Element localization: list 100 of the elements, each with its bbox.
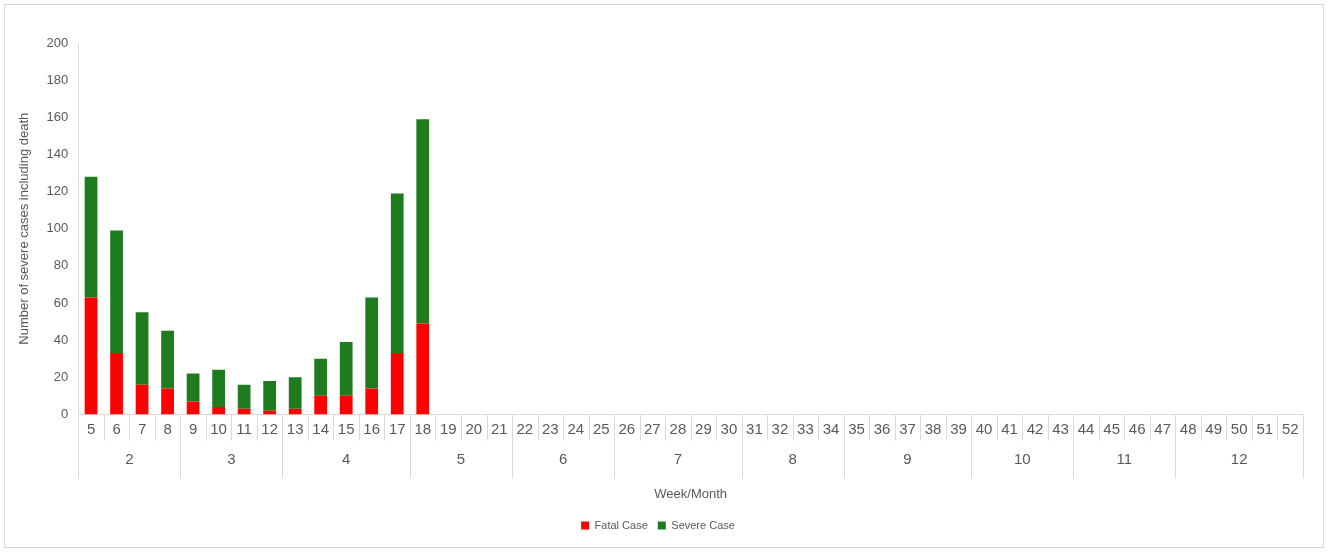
x-tick-label: 11 <box>236 419 252 437</box>
bar <box>288 377 302 409</box>
text: 4 <box>342 449 351 467</box>
x-tick-label: 31 <box>746 419 763 437</box>
bar <box>135 384 149 415</box>
y-tick-label: 160 <box>46 108 69 124</box>
x-tick-label: 39 <box>950 419 967 437</box>
y-tick-label: 140 <box>46 146 69 161</box>
bar <box>339 395 353 415</box>
x-tick-label: 20 <box>465 419 483 437</box>
x-tick-label: 26 <box>618 419 636 437</box>
bar <box>186 401 200 415</box>
text: 11 <box>1116 449 1133 467</box>
x-tick-label: 38 <box>924 419 942 437</box>
text: 10 <box>1013 449 1031 467</box>
x-tick-label: 19 <box>439 419 457 437</box>
x-tick-label: 6 <box>112 419 121 437</box>
x-tick-label: 14 <box>312 419 330 437</box>
x-tick-label: 52 <box>1281 419 1299 437</box>
bar <box>263 380 277 411</box>
x-tick-label: 36 <box>873 419 891 437</box>
bar <box>314 395 328 415</box>
y-axis-title: Number of severe cases including death <box>16 112 32 345</box>
y-tick-label: 20 <box>53 368 69 384</box>
bar <box>161 388 174 415</box>
x-tick-label: 46 <box>1128 419 1146 437</box>
bar <box>110 230 123 354</box>
x-tick-label: 43 <box>1052 419 1069 437</box>
x-tick-label: 10 <box>210 419 227 437</box>
x-tick-label: 35 <box>848 419 865 437</box>
bar <box>416 119 430 324</box>
bar <box>212 369 225 407</box>
x-tick-label: 29 <box>695 419 712 437</box>
x-tick-label: 9 <box>188 419 198 437</box>
bar <box>365 297 379 389</box>
bar <box>288 408 302 415</box>
x-tick-label: 12 <box>261 419 278 437</box>
y-tick-label: 200 <box>46 34 69 50</box>
x-tick-label: 45 <box>1103 419 1120 437</box>
x-tick-label: 51 <box>1256 419 1274 437</box>
x-tick-label: 24 <box>567 419 585 437</box>
x-tick-label: 25 <box>593 419 610 437</box>
legend-label: Severe Case <box>671 518 735 531</box>
y-tick-label: 180 <box>46 71 69 87</box>
x-tick-label: 18 <box>414 419 432 437</box>
x-tick-label: 44 <box>1077 419 1095 437</box>
x-tick-label: 8 <box>163 419 172 437</box>
x-tick-label: 37 <box>899 419 916 437</box>
x-tick-label: 28 <box>669 419 687 437</box>
x-tick-label: 27 <box>644 419 661 437</box>
y-tick-label: 40 <box>53 331 69 347</box>
y-tick-label: 0 <box>61 405 69 421</box>
x-tick-label: 23 <box>541 419 559 437</box>
bar <box>84 176 98 298</box>
x-tick-label: 50 <box>1230 419 1248 437</box>
bar <box>339 341 353 396</box>
bar <box>135 312 149 385</box>
y-tick-label: 60 <box>53 294 69 310</box>
y-tick-label: 120 <box>46 183 69 199</box>
x-tick-label: 40 <box>975 419 993 437</box>
x-tick-label: 5 <box>86 419 96 437</box>
y-tick-label: 80 <box>53 257 69 273</box>
x-tick-label: 22 <box>516 419 534 437</box>
text: 6 <box>558 449 568 467</box>
x-axis-title: Week/Month <box>654 485 728 501</box>
x-tick-label: 49 <box>1205 419 1223 437</box>
text: 7 <box>673 449 683 467</box>
bar <box>237 384 251 409</box>
x-tick-label: 16 <box>363 419 381 437</box>
bar <box>416 323 430 415</box>
x-tick-label: 41 <box>1001 419 1018 437</box>
text: 3 <box>227 449 236 467</box>
text: 2 <box>125 449 134 467</box>
x-tick-label: 34 <box>822 419 840 437</box>
bar <box>365 388 379 415</box>
x-tick-label: 42 <box>1026 419 1044 437</box>
bar <box>237 408 251 415</box>
x-tick-label: 17 <box>388 419 406 437</box>
x-tick-label: 13 <box>286 419 304 437</box>
x-tick-label: 48 <box>1179 419 1197 437</box>
bar <box>212 406 225 415</box>
bar <box>390 193 404 354</box>
bar <box>186 373 200 402</box>
bar <box>84 297 98 415</box>
y-tick-label: 100 <box>46 220 69 236</box>
x-tick-label: 7 <box>137 419 147 437</box>
text: 9 <box>903 449 912 467</box>
legend-label: Fatal Case <box>594 518 648 531</box>
x-tick-label: 21 <box>490 419 508 437</box>
x-tick-label: 15 <box>337 419 355 437</box>
bar <box>314 358 328 396</box>
text: 8 <box>788 449 797 467</box>
x-tick-label: 30 <box>720 419 738 437</box>
text: 5 <box>456 449 466 467</box>
text: 12 <box>1230 449 1248 467</box>
x-tick-label: 47 <box>1154 419 1172 437</box>
bar <box>390 353 404 415</box>
x-tick-label: 33 <box>797 419 814 437</box>
x-tick-label: 32 <box>771 419 789 437</box>
bar <box>110 353 123 415</box>
